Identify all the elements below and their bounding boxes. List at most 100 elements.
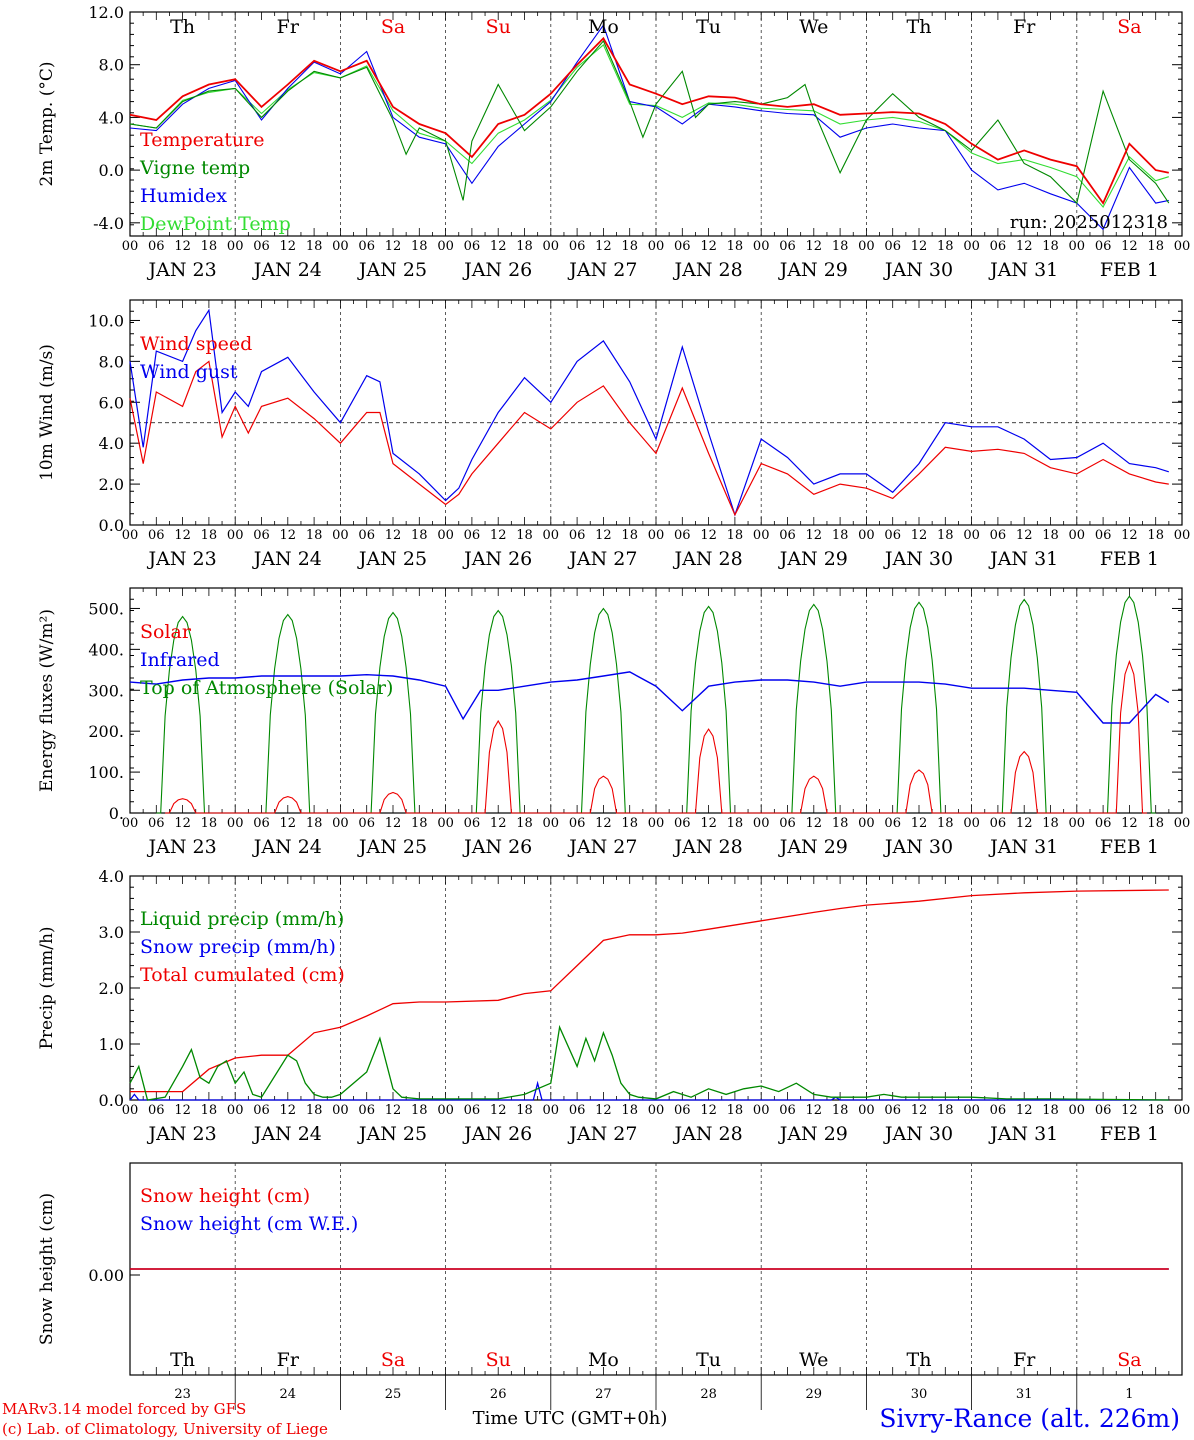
hour-label: 06 [674,239,691,254]
hour-label: 18 [201,1103,218,1118]
hour-label: 12 [1121,528,1138,543]
date-label: JAN 26 [462,1123,532,1145]
hour-label: 00 [753,816,770,831]
y-tick-label: 12.0 [88,3,124,22]
hour-label: 06 [569,528,586,543]
hour-label: 00 [753,528,770,543]
date-label: JAN 26 [462,259,532,281]
hour-label: 06 [253,1103,270,1118]
hour-label: 12 [700,1103,717,1118]
hour-label: 18 [832,816,849,831]
hour-label: 12 [490,816,507,831]
date-label: FEB 1 [1100,259,1159,281]
hour-label: 06 [1095,239,1112,254]
series-line-infrared [129,671,1170,724]
hour-label: 00 [437,1103,454,1118]
legend-label: Total cumulated (cm) [140,964,345,986]
hour-label: 18 [516,1103,533,1118]
hour-label: 06 [1095,1103,1112,1118]
hour-label: 18 [516,528,533,543]
day-name: Th [907,16,932,38]
legend-label: Snow height (cm) [140,1185,310,1207]
legend-label: Humidex [140,185,227,207]
legend-label: Solar [140,621,192,643]
y-tick-label: 0.0 [99,516,124,535]
day-number: 28 [700,1387,717,1402]
hour-label: 12 [700,528,717,543]
hour-label: 06 [464,528,481,543]
hour-label: 12 [174,816,191,831]
day-name-bottom: Th [170,1349,195,1371]
plot-frame [129,299,1183,526]
date-label: JAN 23 [147,836,217,858]
day-name: Th [170,16,195,38]
hour-label: 00 [858,528,875,543]
hour-label: 18 [1042,528,1059,543]
date-label: JAN 24 [252,548,322,570]
hour-label: 00 [648,1103,665,1118]
hour-label: 00 [963,239,980,254]
hour-label: 12 [1016,816,1033,831]
hour-label: 12 [280,528,297,543]
hour-label: 06 [779,1103,796,1118]
hour-label: 18 [727,1103,744,1118]
day-name-bottom: Sa [1117,1349,1141,1371]
hour-label: 00 [227,528,244,543]
y-tick-label: 200. [88,722,124,741]
y-tick-label: 400. [88,640,124,659]
date-label: JAN 26 [462,548,532,570]
hour-label: 06 [990,528,1007,543]
hour-label: 18 [411,239,428,254]
hour-label: 12 [280,1103,297,1118]
hour-label: 00 [1069,239,1086,254]
hour-label: 18 [411,528,428,543]
date-label: JAN 29 [778,836,848,858]
plot-frame [129,11,1183,237]
legend-label: Wind gust [140,361,238,383]
hour-label: 00 [122,1103,139,1118]
series-line-temperature [129,36,1169,205]
hour-label: 06 [884,1103,901,1118]
hour-label: 06 [464,816,481,831]
day-name: Sa [1117,16,1141,38]
y-tick-label: 8.0 [99,352,124,371]
hour-label: 00 [648,816,665,831]
day-number: 1 [1125,1387,1133,1402]
hour-label: 18 [1147,1103,1164,1118]
hour-label: 12 [280,816,297,831]
day-name: Sa [381,16,405,38]
hour-label: 06 [674,816,691,831]
date-label: JAN 24 [252,1123,322,1145]
date-label: FEB 1 [1100,836,1159,858]
hour-label: 18 [937,816,954,831]
date-label: JAN 31 [988,548,1058,570]
day-name: Fr [1013,16,1036,38]
hour-label: 00 [122,528,139,543]
date-label: JAN 29 [778,548,848,570]
hour-label: 06 [674,528,691,543]
y-tick-label: 1.0 [99,1035,124,1054]
hour-label: 00 [332,816,349,831]
hour-label: 18 [937,528,954,543]
hour-label: 18 [1147,816,1164,831]
hour-label: 06 [884,239,901,254]
hour-label: 00 [753,1103,770,1118]
series-line-humidex [129,24,1169,231]
y-axis-label: Precip (mm/h) [37,926,57,1049]
model-credit: MARv3.14 model forced by GFS [2,1400,246,1418]
date-label: JAN 28 [673,1123,743,1145]
precip-panel: 4.0 3.0 2.0 1.0 0.0 Precip (mm/h) 00 06 12 18 00 06… [37,867,1190,1145]
day-number: 27 [595,1387,612,1402]
hour-label: 12 [1016,528,1033,543]
location-label: Sivry-Rance (alt. 226m) [879,1404,1180,1433]
day-name: Fr [277,16,300,38]
hour-label: 12 [595,1103,612,1118]
hour-label: 00 [543,528,560,543]
hour-label: 06 [358,816,375,831]
hour-label: 00 [1174,1103,1191,1118]
hour-label: 00 [437,528,454,543]
hour-label: 00 [963,528,980,543]
hour-label: 00 [1174,816,1191,831]
hour-label: 00 [858,816,875,831]
hour-label: 00 [543,816,560,831]
